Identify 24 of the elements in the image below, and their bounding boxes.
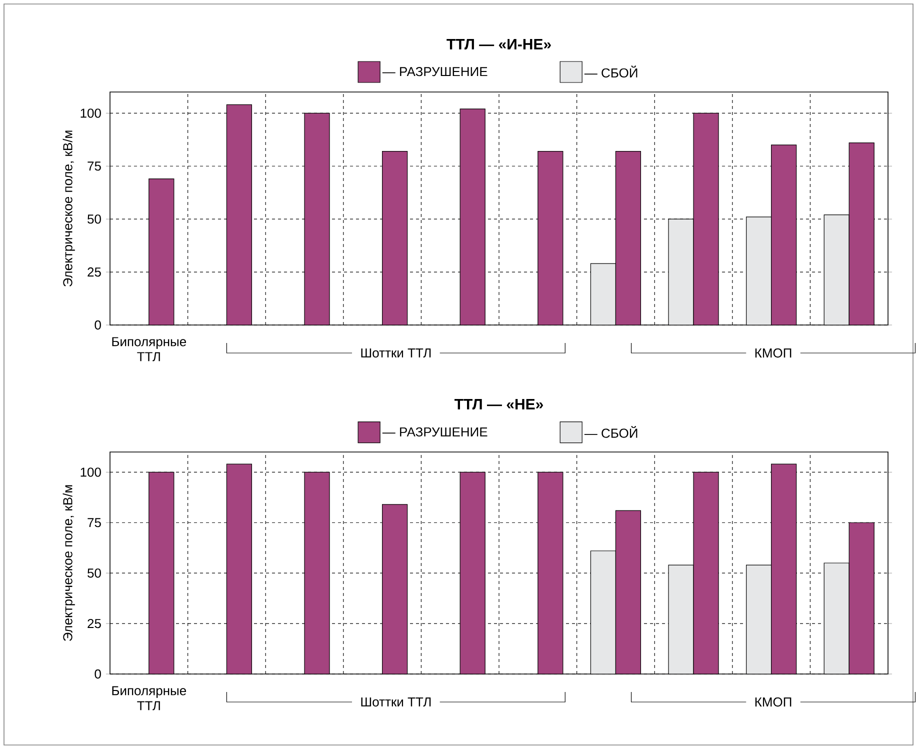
y-tick-label: 25 <box>88 267 101 277</box>
y-tick-label: 75 <box>88 518 101 528</box>
y-tick-label: 0 <box>94 320 101 330</box>
text: Шоттки ТТЛ <box>361 697 431 707</box>
text: КМОП <box>755 348 792 358</box>
text: Шоттки ТТЛ <box>361 348 431 358</box>
legend-label: — РАЗРУШЕНИЕ <box>382 66 488 76</box>
y-tick-label: 100 <box>80 468 101 477</box>
y-tick-label: 25 <box>88 618 101 628</box>
text: КМОП <box>755 697 792 707</box>
y-tick-label: 75 <box>88 162 101 171</box>
legend-label: — СБОЙ <box>584 66 638 78</box>
y-tick-label: 100 <box>80 108 101 118</box>
y-axis-title: Электрическое поле, кВ/м <box>62 130 75 286</box>
y-tick-label: 50 <box>88 214 101 224</box>
y-tick-label: 50 <box>88 568 101 578</box>
chart-title: ТТЛ — «НЕ» <box>454 399 543 410</box>
text: Биполярные ТТЛ <box>112 686 186 710</box>
y-axis-title: Электрическое поле, кВ/м <box>62 485 75 641</box>
legend-label: — СБОЙ <box>584 426 638 438</box>
y-tick-label: 0 <box>94 669 101 679</box>
chart-title: ТТЛ — «И-НЕ» <box>446 39 551 50</box>
legend-label: — РАЗРУШЕНИЕ <box>382 427 488 437</box>
text: Биполярные ТТЛ <box>112 337 186 362</box>
